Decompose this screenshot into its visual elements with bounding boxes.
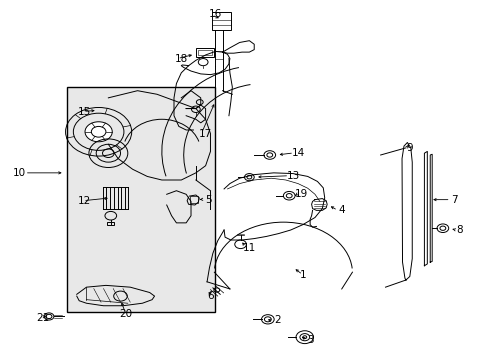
Text: 4: 4 — [338, 205, 345, 215]
Text: 17: 17 — [199, 129, 212, 139]
Text: 1: 1 — [299, 270, 305, 280]
Text: 7: 7 — [450, 195, 457, 204]
Text: 8: 8 — [455, 225, 462, 235]
Text: 11: 11 — [242, 243, 255, 253]
Bar — [198, 50, 212, 55]
Text: 2: 2 — [274, 315, 280, 325]
Circle shape — [264, 317, 271, 322]
Text: 12: 12 — [77, 197, 90, 206]
Text: 3: 3 — [306, 335, 313, 345]
Bar — [67, 87, 215, 312]
Text: 13: 13 — [286, 171, 299, 181]
Text: 21: 21 — [36, 312, 49, 323]
Text: 15: 15 — [77, 107, 90, 117]
Text: 14: 14 — [291, 148, 304, 158]
Bar — [212, 12, 230, 30]
Text: 6: 6 — [207, 291, 213, 301]
Text: 19: 19 — [295, 189, 308, 199]
Circle shape — [246, 175, 251, 179]
Text: 16: 16 — [208, 9, 222, 19]
Bar — [196, 48, 214, 57]
Text: 18: 18 — [174, 54, 187, 64]
Bar — [190, 197, 198, 203]
Text: 10: 10 — [13, 168, 26, 178]
Text: 5: 5 — [204, 195, 211, 204]
Circle shape — [85, 122, 112, 142]
Circle shape — [46, 314, 52, 319]
Text: 9: 9 — [406, 143, 412, 153]
Circle shape — [266, 153, 272, 157]
Text: 20: 20 — [119, 309, 132, 319]
Bar — [107, 222, 114, 225]
Circle shape — [302, 336, 306, 339]
